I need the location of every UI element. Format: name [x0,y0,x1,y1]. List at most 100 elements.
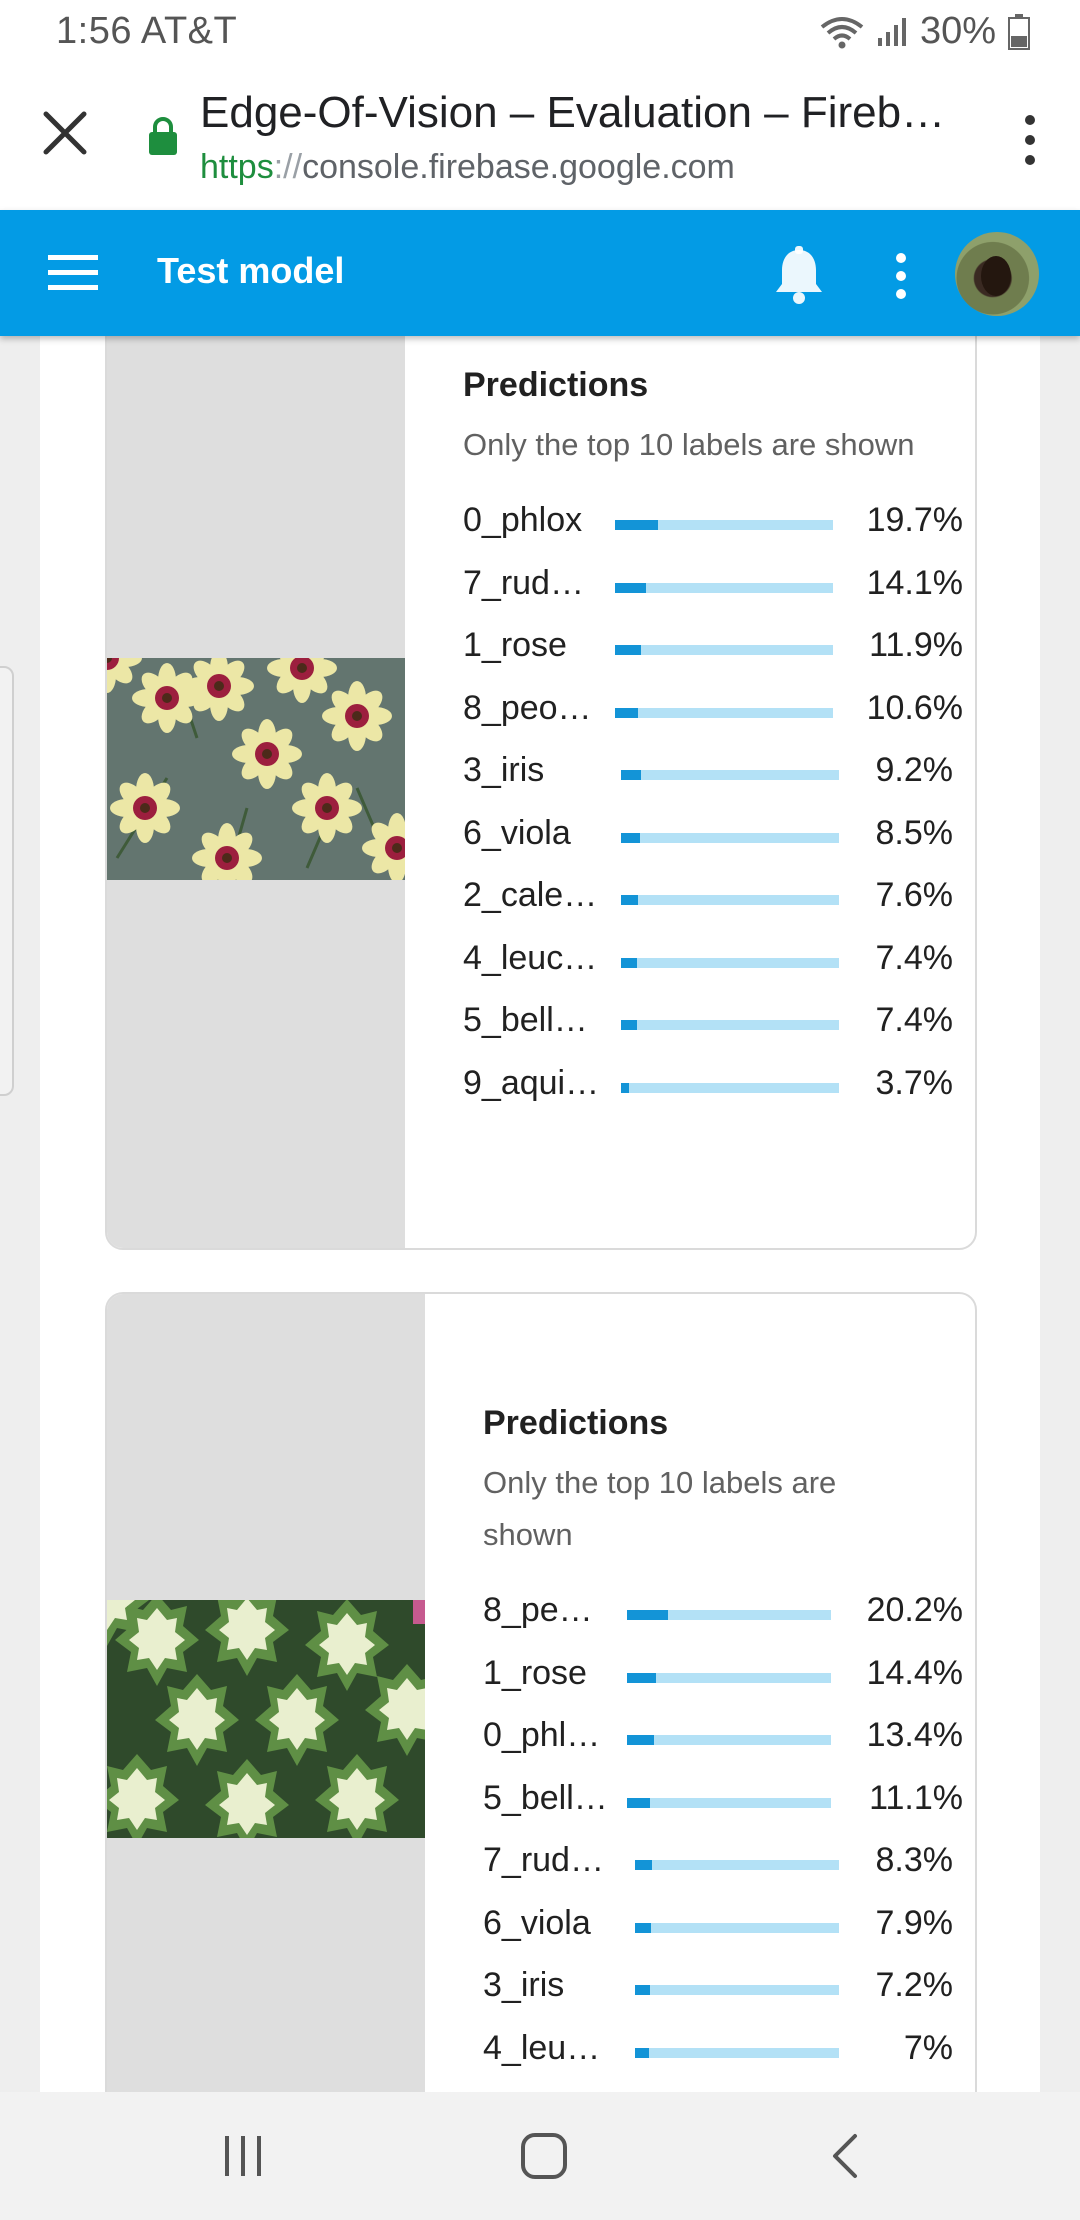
prediction-label: 8_peo… [463,688,592,727]
prediction-bar-track [615,645,833,655]
prediction-bar-fill [635,1922,652,1933]
browser-toolbar: Edge-Of-Vision – Evaluation – Fireb… htt… [0,66,1080,210]
prediction-row: 1_rose 14.4% [483,1646,963,1709]
status-indicators: 30% [820,10,1030,53]
prediction-bar-fill [635,1985,650,1995]
prediction-bar-fill [621,832,640,843]
prediction-bar-track [621,770,839,780]
prediction-percent: 7% [903,2028,953,2067]
image-column [107,1294,425,2092]
prediction-percent: 13.4% [866,1716,963,1754]
prediction-list: 8_pe… 20.2% 1_rose 14.4% 0_phl… 13.4% 5_bell… 1… [483,1583,963,2083]
prediction-label: 2_cale… [463,876,598,914]
prediction-list: 0_phlox 19.7% 7_rud… 14.1% 1_rose 11.9% 8_peo…… [463,493,963,1118]
prediction-row: 6_viola 8.5% [463,806,963,869]
prediction-row: 6_viola 7.9% [483,1896,963,1959]
prediction-percent: 20.2% [866,1591,963,1629]
prediction-bar-track [635,2047,839,2058]
prediction-percent: 3.7% [875,1063,954,1102]
predictions-heading: Predictions [483,1404,669,1442]
prediction-bar-fill [615,707,639,718]
prediction-percent: 9.2% [875,751,954,789]
prediction-card: Predictions Only the top 10 labels are s… [105,336,977,1250]
prediction-percent: 7.9% [875,1903,954,1942]
prediction-percent: 7.6% [875,876,954,914]
home-icon[interactable] [514,2130,574,2182]
prediction-bar-track [621,1082,839,1093]
prediction-bar-fill [627,1672,657,1683]
overflow-menu-icon[interactable] [886,250,916,302]
url-scheme: https [200,148,274,186]
prediction-percent: 11.9% [869,626,963,664]
prediction-bar-fill [635,2047,650,2058]
results-panel: Predictions Only the top 10 labels are s… [40,336,1040,2092]
battery-percent: 30% [919,10,996,52]
page-title: Edge-Of-Vision – Evaluation – Fireb… [200,88,946,137]
prediction-label: 9_aqui… [463,1063,600,1102]
prediction-bar-track [621,895,839,905]
prediction-bar-track [627,1610,831,1620]
menu-icon[interactable] [48,253,98,293]
prediction-bar-track [635,1860,839,1870]
prediction-bar-fill [627,1610,669,1620]
prediction-label: 3_iris [483,1966,565,2004]
prediction-row: 2_cale… 7.6% [463,868,963,931]
prediction-bar-track [615,582,833,593]
prediction-bar-track [621,957,839,968]
prediction-bar-fill [621,895,638,905]
predictions-heading: Predictions [463,366,649,404]
prediction-label: 4_leu… [483,2028,601,2067]
prediction-bar-fill [627,1735,655,1745]
prediction-label: 5_bell… [483,1778,608,1817]
prediction-bar-track [627,1735,831,1745]
prediction-label: 5_bell… [463,1001,588,1039]
prediction-percent: 14.1% [866,563,963,602]
status-time-carrier: 1:56 AT&T [56,10,238,52]
prediction-percent: 7.4% [875,1001,954,1039]
prediction-label: 8_pe… [483,1591,593,1629]
prediction-label: 1_rose [463,626,567,664]
predictions-subheading: Only the top 10 labels are shown [483,1465,837,1552]
prediction-row: 5_bell… 7.4% [463,993,963,1056]
wifi-icon [820,16,864,48]
flower-thumbnail[interactable] [107,658,405,880]
prediction-label: 3_iris [463,751,545,789]
navigation-bar [0,2092,1080,2220]
prediction-row: 9_aqui… 3.7% [463,1056,963,1119]
prediction-bar-fill [615,520,658,530]
prediction-row: 5_bell… 11.1% [483,1771,963,1834]
prediction-label: 4_leuc… [463,938,598,977]
prediction-percent: 19.7% [866,501,963,539]
back-icon[interactable] [817,2130,877,2182]
prediction-bar-track [615,707,833,718]
prediction-row: 4_leuc… 7.4% [463,931,963,994]
main-content: Predictions Only the top 10 labels are s… [0,336,1080,2092]
predictions-section: Predictions Only the top 10 labels are s… [483,1404,963,2083]
prediction-bar-fill [615,582,646,593]
prediction-bar-track [621,832,839,843]
prediction-row: 1_rose 11.9% [463,618,963,681]
prediction-bar-fill [621,1082,630,1093]
prediction-row: 8_peo… 10.6% [463,681,963,744]
leaf-thumbnail[interactable] [107,1600,425,1838]
predictions-subheading: Only the top 10 labels are shown [463,427,915,462]
prediction-bar-track [621,1020,839,1030]
prediction-label: 0_phlox [463,501,583,539]
page-url[interactable]: https://console.firebase.google.com [200,148,735,187]
prediction-bar-track [635,1985,839,1995]
prediction-row: 7_rud… 14.1% [463,556,963,619]
side-drawer-handle[interactable] [0,666,14,1096]
more-vert-icon[interactable] [1010,112,1050,168]
prediction-bar-fill [615,645,641,655]
prediction-label: 0_phl… [483,1716,601,1754]
prediction-card: Predictions Only the top 10 labels are s… [105,1292,977,2092]
status-bar: 1:56 AT&T 30% [0,0,1080,66]
recents-icon[interactable] [213,2130,273,2182]
app-bar: Test model [0,210,1080,336]
signal-icon [877,17,906,46]
lock-icon [149,117,177,155]
bell-icon[interactable] [772,246,826,304]
avatar[interactable] [955,232,1039,316]
prediction-percent: 8.5% [875,813,954,852]
close-icon[interactable] [40,108,90,158]
